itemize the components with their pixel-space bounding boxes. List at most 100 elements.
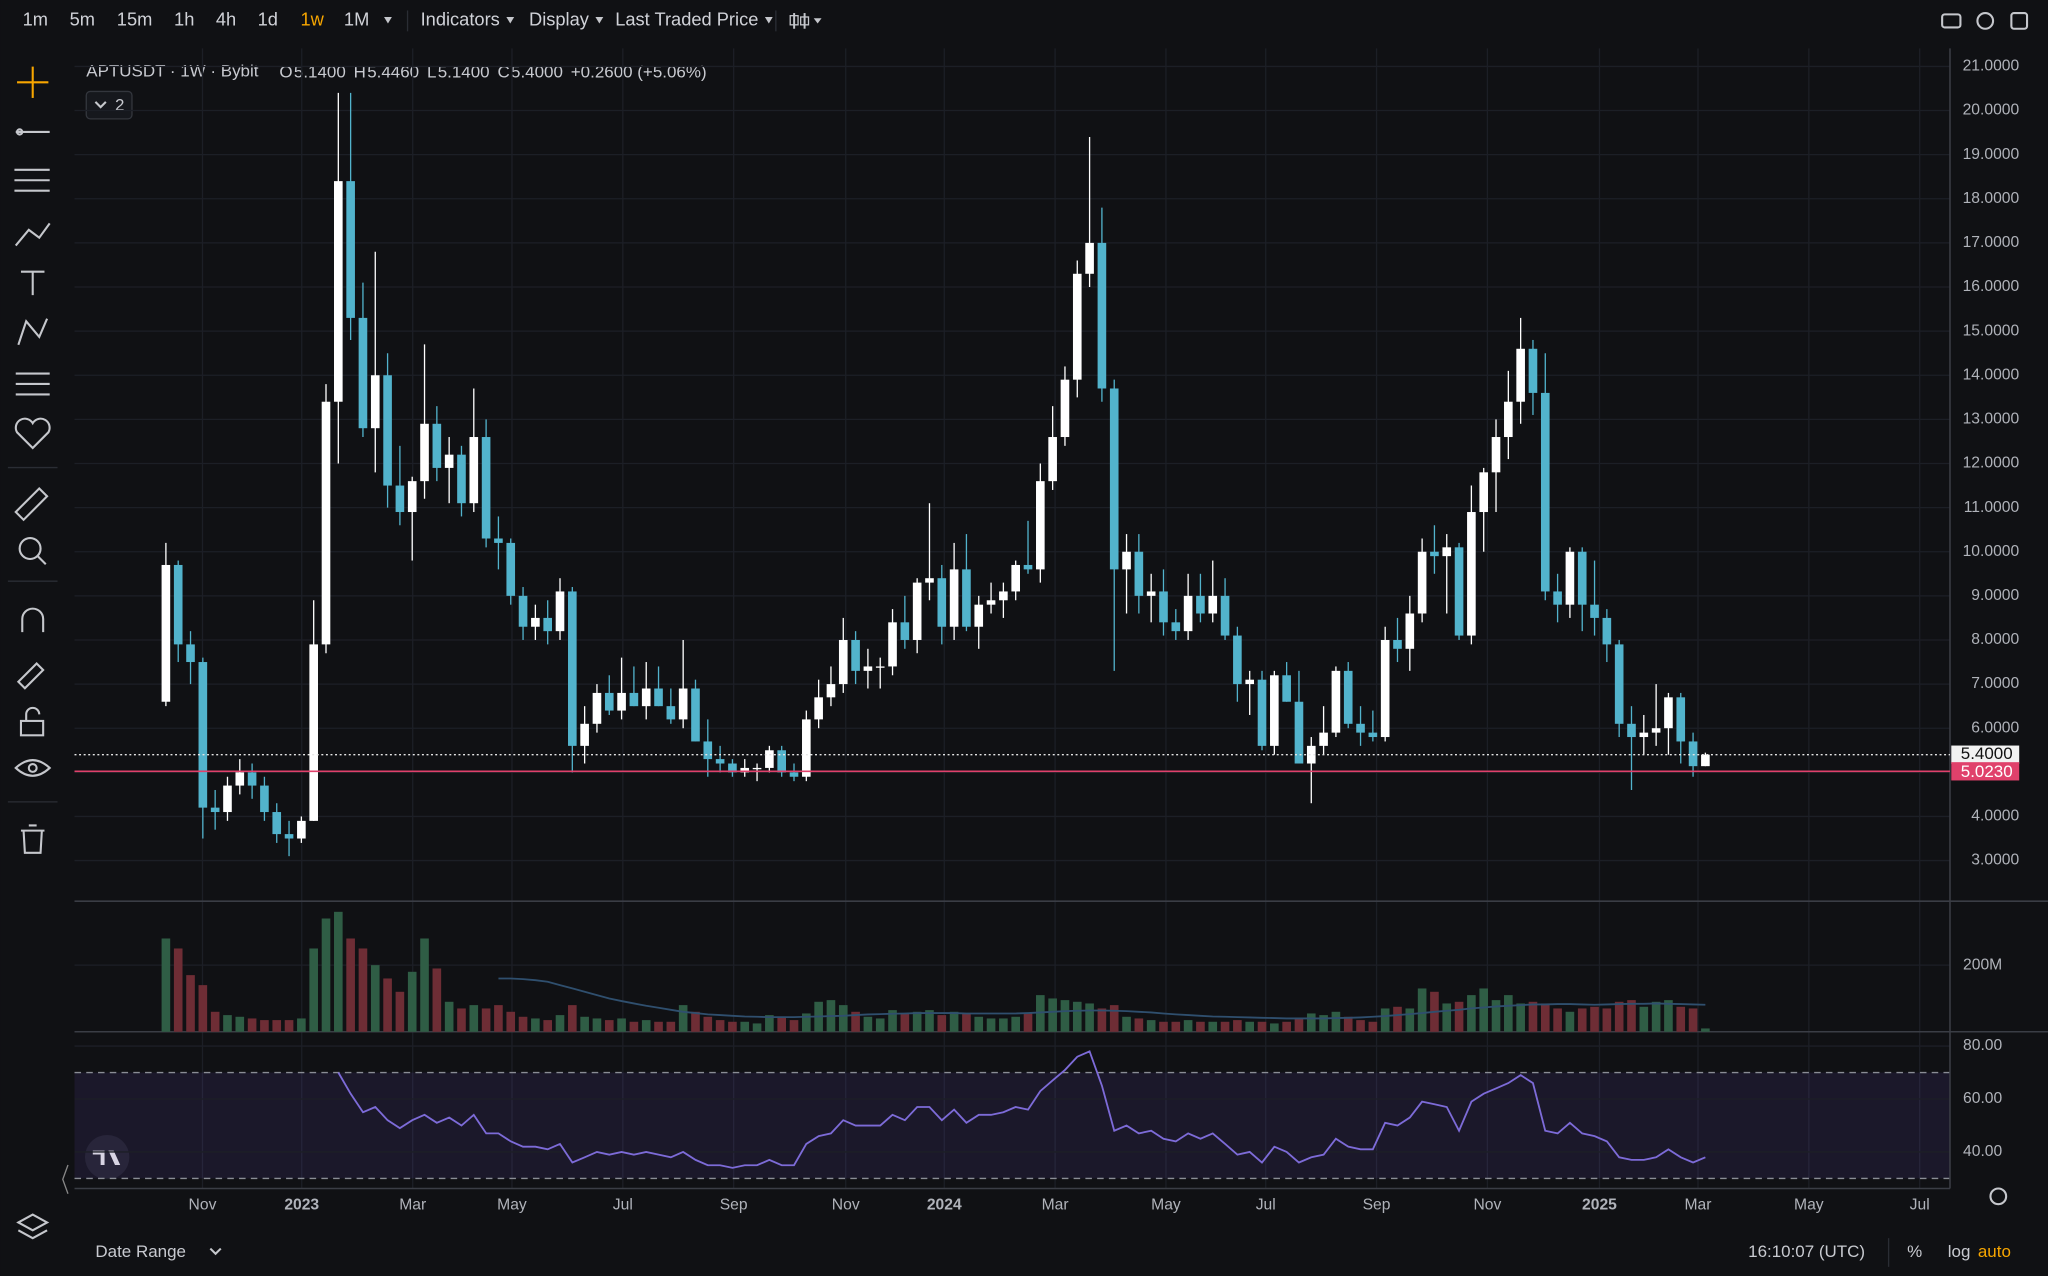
volume-bar — [691, 1011, 700, 1032]
magnet-tool[interactable] — [21, 607, 45, 633]
clock: 16:10:07 (UTC) — [1748, 1242, 1865, 1261]
logo — [84, 1134, 130, 1180]
lock-drawing-tool[interactable] — [16, 661, 45, 690]
candle-body — [161, 564, 171, 702]
volume-bar — [1257, 1021, 1267, 1032]
interval-button[interactable]: 1w — [301, 9, 325, 30]
interval-button[interactable]: 5m — [70, 9, 95, 30]
pattern-tool[interactable] — [17, 318, 49, 346]
ruler-tool[interactable] — [14, 486, 49, 522]
candle-body — [1356, 723, 1365, 733]
fullscreen-button[interactable] — [2010, 12, 2029, 30]
candle-body — [1270, 675, 1279, 746]
interval-more[interactable] — [384, 16, 392, 24]
volume-bar — [900, 1013, 910, 1032]
y-tick-label: 11.0000 — [1964, 499, 2020, 516]
delete-tool[interactable] — [20, 824, 45, 854]
last-price-label: 5.4000 — [1961, 744, 2013, 763]
volume-bar — [1590, 1006, 1599, 1032]
date-range-button[interactable]: Date Range — [95, 1242, 186, 1261]
candle-body — [1467, 512, 1476, 636]
scale-option[interactable]: log — [1948, 1242, 1971, 1261]
candle-body — [1294, 701, 1304, 764]
volume-bar — [272, 1020, 282, 1032]
axis-settings[interactable] — [1989, 1187, 2008, 1206]
screenshot-button[interactable] — [1941, 13, 1962, 29]
volume-bar — [1491, 1000, 1501, 1032]
volume-bar — [851, 1011, 860, 1032]
candle-body — [1393, 639, 1402, 649]
forecast-tool[interactable] — [15, 372, 50, 396]
visibility-tool[interactable] — [14, 759, 52, 777]
candle-body — [1171, 622, 1181, 632]
volume-bar — [863, 1016, 873, 1032]
volume-bar — [383, 978, 392, 1032]
scale-option[interactable]: auto — [1978, 1242, 2011, 1261]
volume-bar — [1134, 1018, 1144, 1032]
indicator-count: 2 — [115, 95, 124, 114]
volume-bar — [875, 1018, 885, 1032]
menu-button[interactable]: Last Traded Price — [615, 9, 758, 30]
candle-body — [1036, 481, 1045, 570]
candle-body — [1196, 595, 1205, 614]
interval-button[interactable]: 1d — [258, 9, 278, 30]
crosshair-tool[interactable] — [17, 66, 49, 98]
settings-button[interactable] — [1976, 12, 1995, 30]
rsi-line — [337, 1050, 1706, 1169]
rsi-tick-label: 80.00 — [1963, 1037, 2002, 1054]
symbol-label: APTUSDT · 1W · Bybit — [86, 61, 259, 80]
layers-button[interactable] — [16, 1213, 50, 1240]
volume-bar — [1405, 1008, 1415, 1032]
interval-button[interactable]: 1M — [344, 9, 369, 30]
candle-body — [949, 569, 959, 627]
volume-bar — [1294, 1018, 1304, 1032]
indicator-toggle[interactable] — [85, 90, 133, 120]
menu-button[interactable]: Display — [529, 9, 590, 30]
volume-bar — [223, 1015, 232, 1032]
candle-body — [1208, 595, 1218, 614]
y-tick-label: 12.0000 — [1963, 455, 2020, 472]
volume-bar — [1701, 1028, 1710, 1032]
ohlc-key: C — [497, 63, 509, 82]
volume-bar — [1368, 1021, 1378, 1032]
candle-body — [703, 741, 713, 760]
candle-body — [1405, 613, 1415, 649]
candle-body — [974, 604, 984, 627]
candle-body — [358, 317, 368, 429]
volume-bar — [543, 1020, 552, 1032]
interval-button[interactable]: 15m — [117, 9, 153, 30]
candle-body — [986, 600, 996, 605]
x-tick-label: May — [497, 1197, 527, 1214]
candle-body — [1245, 679, 1255, 685]
interval-button[interactable]: 4h — [216, 9, 236, 30]
volume-bar — [1356, 1020, 1365, 1032]
candle-body — [715, 759, 725, 764]
volume-bar — [494, 1005, 503, 1032]
scale-option[interactable]: % — [1907, 1242, 1922, 1261]
line-tool[interactable] — [15, 128, 50, 136]
chart-style-button[interactable] — [789, 13, 822, 29]
brush-tool[interactable] — [14, 222, 51, 247]
lock-tool[interactable] — [19, 706, 45, 737]
volume-bar — [752, 1023, 762, 1032]
menu-button[interactable]: Indicators — [421, 9, 500, 30]
candle-body — [604, 692, 614, 711]
candle-body — [863, 666, 873, 671]
candle-body — [370, 375, 380, 429]
text-tool[interactable] — [20, 270, 45, 296]
candle-body — [1528, 348, 1538, 393]
candle-body — [186, 644, 195, 663]
candle-body — [1553, 591, 1562, 605]
volume-bar — [937, 1015, 947, 1032]
favorites-tool[interactable] — [14, 417, 51, 450]
top-right-icons — [1941, 12, 2029, 30]
volume-bar — [888, 1010, 897, 1032]
candle-body — [691, 688, 700, 742]
zoom-tool[interactable] — [18, 537, 47, 565]
interval-button[interactable]: 1h — [174, 9, 194, 30]
volume-bar — [715, 1020, 725, 1032]
interval-button[interactable]: 1m — [23, 9, 48, 30]
fib-tool[interactable] — [14, 168, 50, 192]
collapse-handle[interactable] — [62, 1164, 69, 1194]
